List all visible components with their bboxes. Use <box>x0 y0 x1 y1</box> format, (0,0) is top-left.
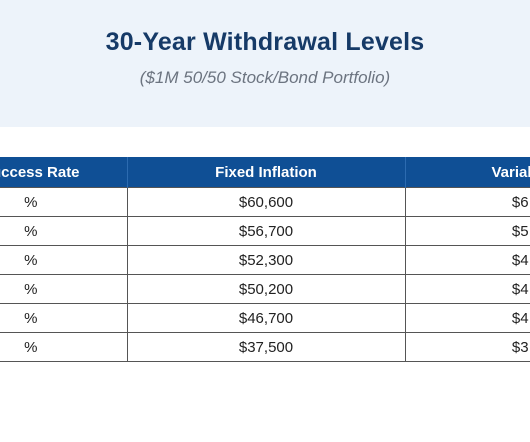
variable-cell: $4 <box>404 274 530 304</box>
page-subtitle: ($1M 50/50 Stock/Bond Portfolio) <box>139 68 391 87</box>
withdrawal-table-container: Success Rate Fixed Inflation Variable % … <box>0 157 530 362</box>
table-row: % $56,700 $5 <box>0 216 530 246</box>
table-row: % $50,200 $4 <box>0 274 530 304</box>
table-header-row: Success Rate Fixed Inflation Variable <box>0 157 530 188</box>
success-rate-cell: % <box>0 332 127 362</box>
fixed-inflation-cell: $46,700 <box>126 303 405 333</box>
fixed-inflation-cell: $52,300 <box>126 245 405 275</box>
success-rate-cell: % <box>0 303 127 333</box>
fixed-inflation-cell: $56,700 <box>126 216 405 246</box>
variable-cell: $6 <box>404 187 530 217</box>
variable-cell: $3 <box>404 332 530 362</box>
column-header-fixed-inflation: Fixed Inflation <box>126 157 405 188</box>
table-body: % $60,600 $6 % $56,700 $5 % $52,300 $4 %… <box>0 187 530 362</box>
variable-cell: $4 <box>404 245 530 275</box>
column-header-variable: Variable <box>404 157 530 188</box>
table-row: % $52,300 $4 <box>0 245 530 275</box>
fixed-inflation-cell: $50,200 <box>126 274 405 304</box>
variable-cell: $4 <box>404 303 530 333</box>
table-row: % $37,500 $3 <box>0 332 530 362</box>
page-title: 30-Year Withdrawal Levels <box>105 28 425 56</box>
withdrawal-table: Success Rate Fixed Inflation Variable % … <box>0 157 530 362</box>
success-rate-cell: % <box>0 245 127 275</box>
table-row: % $46,700 $4 <box>0 303 530 333</box>
variable-cell: $5 <box>404 216 530 246</box>
column-header-success-rate: Success Rate <box>0 157 127 188</box>
table-row: % $60,600 $6 <box>0 187 530 217</box>
header-band: 30-Year Withdrawal Levels ($1M 50/50 Sto… <box>0 0 530 127</box>
success-rate-cell: % <box>0 216 127 246</box>
success-rate-cell: % <box>0 187 127 217</box>
fixed-inflation-cell: $60,600 <box>126 187 405 217</box>
table-header: Success Rate Fixed Inflation Variable <box>0 157 530 188</box>
fixed-inflation-cell: $37,500 <box>126 332 405 362</box>
success-rate-cell: % <box>0 274 127 304</box>
